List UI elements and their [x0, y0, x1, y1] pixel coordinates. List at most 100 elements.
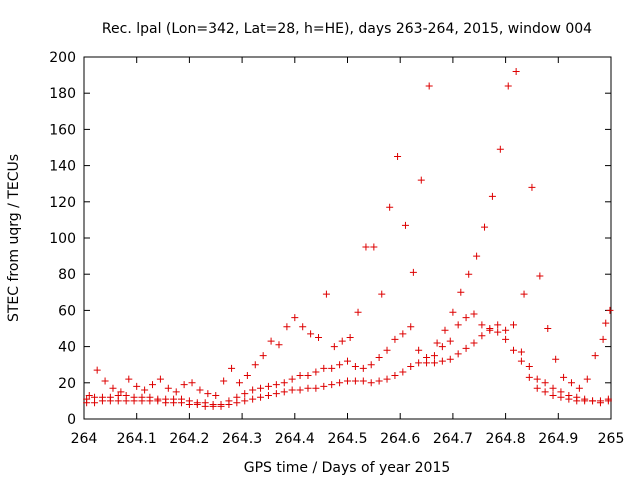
data-point — [394, 153, 402, 161]
data-point — [510, 321, 518, 329]
data-point — [478, 321, 486, 329]
data-point — [241, 397, 249, 405]
data-point — [583, 375, 591, 383]
data-point — [172, 388, 180, 396]
data-point — [449, 308, 457, 316]
data-point — [481, 223, 489, 231]
x-tick-label: 265 — [598, 431, 625, 447]
data-point — [433, 339, 441, 347]
data-point — [101, 377, 109, 385]
data-point — [220, 377, 228, 385]
data-point — [336, 379, 344, 387]
data-point — [510, 346, 518, 354]
data-point — [280, 379, 288, 387]
data-point — [299, 323, 307, 331]
y-axis-label: STEC from uqrg / TECUs — [6, 154, 22, 322]
data-point — [525, 373, 533, 381]
data-point — [162, 395, 170, 403]
x-tick-label: 264.5 — [327, 431, 367, 447]
data-point — [322, 290, 330, 298]
data-point — [235, 379, 243, 387]
x-axis-label: GPS time / Days of year 2015 — [244, 460, 451, 476]
data-point — [541, 379, 549, 387]
data-point — [512, 67, 520, 75]
data-point — [188, 379, 196, 387]
data-point — [98, 393, 106, 401]
data-point — [441, 326, 449, 334]
y-tick-label: 0 — [67, 412, 76, 428]
data-point — [415, 346, 423, 354]
data-point — [417, 176, 425, 184]
data-point — [496, 145, 504, 153]
data-point — [251, 361, 259, 369]
data-point — [423, 353, 431, 361]
data-point — [375, 353, 383, 361]
data-point — [296, 372, 304, 380]
y-tick-label: 40 — [58, 340, 76, 356]
data-point — [462, 344, 470, 352]
data-point — [573, 393, 581, 401]
data-point — [591, 352, 599, 360]
data-point — [604, 397, 612, 405]
y-tick-label: 120 — [49, 195, 76, 211]
axis-ticks: 264 264.1 264.2 264.3 264.4 264.5 264.6 264.7 26… — [49, 50, 624, 447]
data-point — [138, 393, 146, 401]
x-tick-label: 264.2 — [169, 431, 209, 447]
data-point — [533, 384, 541, 392]
data-point — [391, 372, 399, 380]
data-point — [257, 393, 265, 401]
data-point — [185, 397, 193, 405]
data-point — [204, 390, 212, 398]
x-tick-label: 264.3 — [222, 431, 262, 447]
data-point — [170, 395, 178, 403]
data-point — [259, 352, 267, 360]
data-point — [502, 326, 510, 334]
data-point — [228, 364, 236, 372]
data-point — [141, 386, 149, 394]
data-point — [409, 268, 417, 276]
data-point — [399, 368, 407, 376]
data-point — [320, 382, 328, 390]
data-point — [415, 359, 423, 367]
data-point — [328, 381, 336, 389]
data-point — [375, 377, 383, 385]
y-tick-label: 100 — [49, 231, 76, 247]
data-point — [528, 183, 536, 191]
data-point — [209, 401, 217, 409]
data-point — [438, 343, 446, 351]
data-point — [359, 377, 367, 385]
data-point — [351, 377, 359, 385]
data-point — [275, 341, 283, 349]
data-point — [288, 386, 296, 394]
data-point — [473, 252, 481, 260]
data-point — [354, 308, 362, 316]
data-point — [241, 390, 249, 398]
data-point — [307, 330, 315, 338]
data-point — [517, 357, 525, 365]
data-point — [149, 381, 157, 389]
data-point — [146, 393, 154, 401]
data-point — [320, 364, 328, 372]
y-tick-label: 140 — [49, 159, 76, 175]
data-point — [164, 384, 172, 392]
data-point — [383, 346, 391, 354]
data-point — [304, 372, 312, 380]
data-point — [367, 361, 375, 369]
x-tick-label: 264.4 — [275, 431, 315, 447]
data-point — [85, 391, 93, 399]
data-point — [344, 377, 351, 385]
data-point — [267, 337, 275, 345]
data-point — [552, 355, 560, 363]
data-point — [494, 321, 502, 329]
data-point — [359, 364, 367, 372]
y-tick-label: 20 — [58, 376, 76, 392]
data-point — [312, 384, 320, 392]
data-point — [581, 395, 589, 403]
data-point — [391, 335, 399, 343]
data-point — [454, 321, 462, 329]
data-point — [93, 366, 101, 374]
data-point — [344, 357, 351, 365]
data-point — [478, 332, 486, 340]
data-point — [328, 364, 336, 372]
